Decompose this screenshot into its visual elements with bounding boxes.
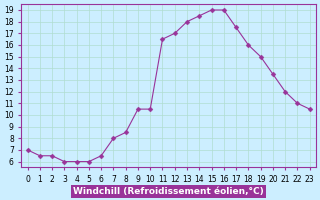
X-axis label: Windchill (Refroidissement éolien,°C): Windchill (Refroidissement éolien,°C) [73,187,264,196]
